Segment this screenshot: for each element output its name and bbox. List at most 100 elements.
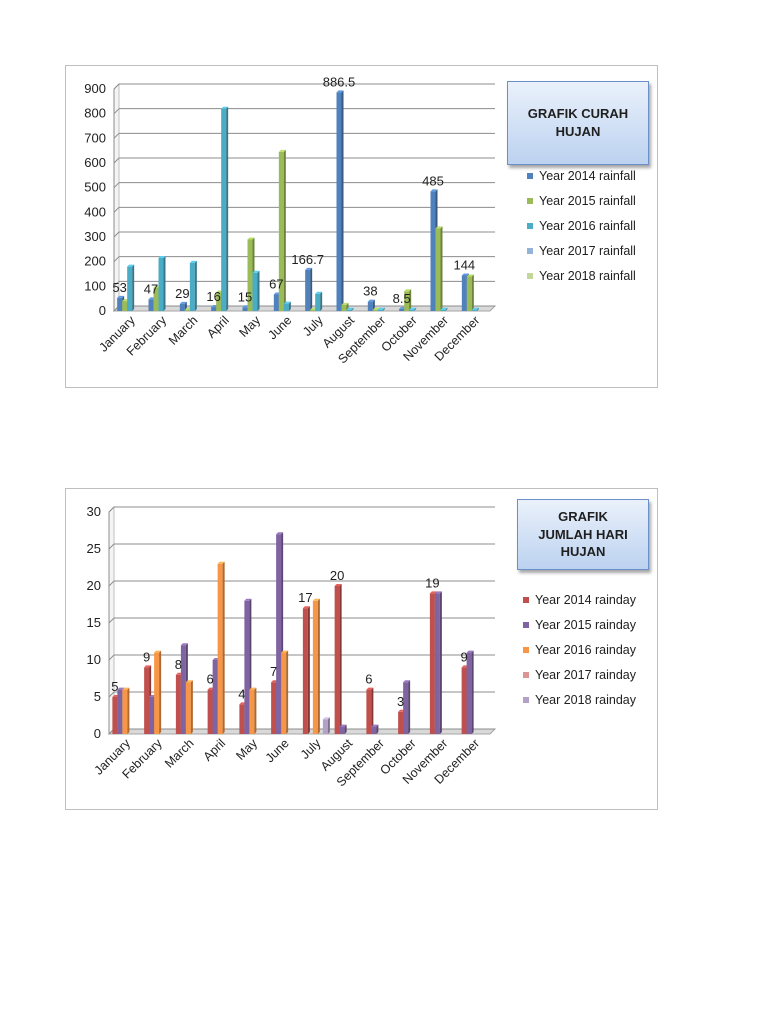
bar-top <box>127 264 135 267</box>
y-tick-label: 25 <box>87 541 101 556</box>
bar-top <box>429 591 437 594</box>
bar-side <box>382 307 385 311</box>
bar <box>366 687 374 734</box>
bar-front <box>184 309 190 311</box>
bar-top <box>435 226 443 229</box>
legend-label: Year 2015 rainday <box>535 617 637 632</box>
legend-swatch <box>523 621 529 628</box>
rainday-chart-legend: Year 2014 rainday Year 2015 rainday Year… <box>523 587 636 712</box>
y-tick-label: 15 <box>87 615 101 630</box>
bar-top <box>430 189 438 192</box>
bar <box>281 650 289 734</box>
bar-front <box>247 239 253 311</box>
data-label: 485 <box>422 173 444 188</box>
legend-swatch <box>523 596 529 603</box>
bar-top <box>158 255 166 258</box>
bar-top <box>336 90 344 93</box>
bar-front <box>372 309 378 311</box>
bar-top <box>117 295 125 298</box>
bar-front <box>185 682 191 734</box>
bar-front <box>175 674 181 734</box>
data-label: 15 <box>238 289 252 304</box>
legend-swatch <box>527 197 533 204</box>
legend-item: Year 2017 rainfall <box>527 238 636 263</box>
bar-top <box>466 274 474 277</box>
data-label: 4 <box>238 686 245 701</box>
bar <box>403 680 411 734</box>
bar-front <box>430 191 436 311</box>
bar-top <box>315 291 323 294</box>
data-label: 17 <box>298 590 312 605</box>
gridline-diagonal <box>113 182 120 189</box>
bar-top <box>189 260 197 263</box>
bar-top <box>341 302 349 305</box>
bar <box>435 226 443 311</box>
bar <box>283 301 291 311</box>
bar <box>249 687 257 734</box>
bar-front <box>127 266 133 311</box>
bar <box>322 717 330 734</box>
bar-side <box>317 598 320 734</box>
rainfall-chart-title: GRAFIK CURAH HUJAN <box>507 81 649 165</box>
bar-front <box>221 108 227 311</box>
data-label: 29 <box>175 286 189 301</box>
y-tick-label: 10 <box>87 652 101 667</box>
bar-side <box>194 260 197 311</box>
bar-front <box>305 269 311 311</box>
bar-side <box>320 291 323 311</box>
bar-top <box>404 289 412 292</box>
bar-front <box>339 726 345 734</box>
gridline-diagonal <box>113 157 120 164</box>
bar-side <box>476 307 479 311</box>
bar-front <box>302 608 308 734</box>
data-label: 8 <box>175 657 182 672</box>
bar-top <box>346 307 354 310</box>
bar-side <box>471 650 474 734</box>
legend-label: Year 2018 rainfall <box>539 268 636 283</box>
bar <box>302 606 310 734</box>
bar-side <box>341 90 344 311</box>
bar-top <box>305 267 313 270</box>
data-label: 9 <box>461 649 468 664</box>
bar-front <box>409 309 415 311</box>
data-label: 5 <box>111 679 118 694</box>
x-tick-label: July <box>298 736 324 762</box>
legend-item: Year 2017 rainday <box>523 662 636 687</box>
bar-top <box>339 724 347 727</box>
bar <box>339 724 347 734</box>
legend-swatch <box>527 222 533 229</box>
bar-side <box>127 687 130 734</box>
bar-side <box>372 299 375 311</box>
bar-front <box>429 593 435 734</box>
bar-top <box>217 561 225 564</box>
bar-top <box>144 665 152 668</box>
gridline-diagonal <box>108 654 115 661</box>
bar-top <box>334 584 342 586</box>
bar-front <box>471 309 477 311</box>
bar <box>185 680 193 734</box>
bar-top <box>312 598 320 601</box>
y-tick-label: 700 <box>84 130 106 145</box>
x-tick-label: June <box>265 313 294 342</box>
bar-front <box>271 682 277 734</box>
bar-front <box>148 299 154 311</box>
bar-front <box>144 667 150 734</box>
data-label: 6 <box>365 672 372 687</box>
bar-top <box>154 650 162 653</box>
legend-swatch <box>527 172 533 179</box>
bar-front <box>212 660 218 734</box>
bar-top <box>372 307 380 310</box>
bar-side <box>439 591 442 734</box>
y-tick-label: 200 <box>84 254 106 269</box>
gridline-diagonal <box>108 543 115 550</box>
legend-item: Year 2018 rainfall <box>527 263 636 288</box>
bar-front <box>244 600 250 734</box>
bar-top <box>440 307 448 310</box>
bar <box>221 106 229 311</box>
bar-front <box>466 276 472 311</box>
bar-front <box>281 652 287 734</box>
bar-side <box>344 724 347 734</box>
bar-top <box>466 650 474 653</box>
legend-label: Year 2014 rainday <box>535 592 637 607</box>
bar-side <box>159 650 162 734</box>
